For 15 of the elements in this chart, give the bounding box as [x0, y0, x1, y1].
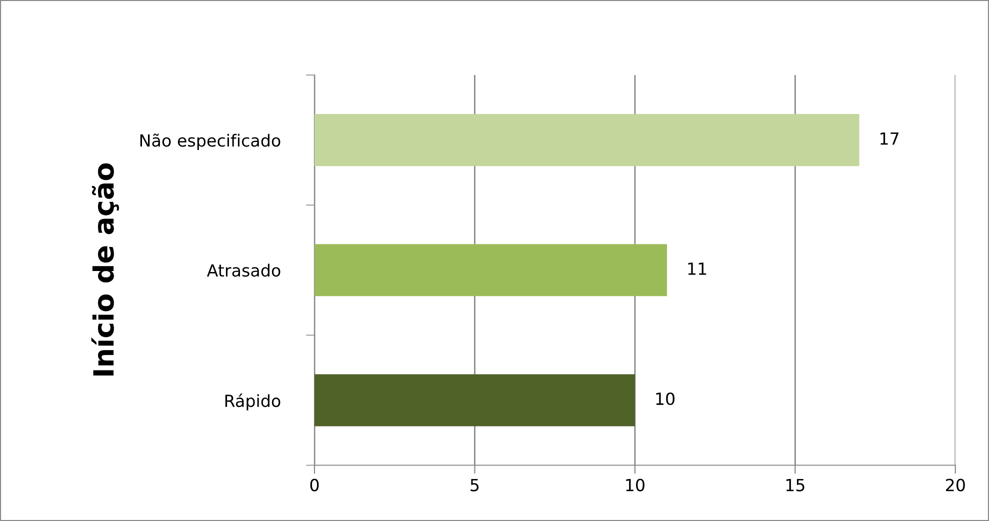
bar — [314, 114, 860, 166]
data-label: 10 — [656, 392, 674, 406]
y-tick-label: Não especificado — [140, 134, 280, 150]
x-tick-label: 5 — [470, 478, 479, 492]
y-axis-title: Início de ação — [91, 163, 119, 376]
bar — [314, 244, 667, 296]
bar — [314, 374, 635, 426]
y-tick-label: Atrasado — [206, 264, 280, 277]
x-tick-label: 10 — [626, 478, 644, 492]
x-tick-label: 0 — [310, 478, 319, 492]
data-label: 11 — [688, 262, 706, 275]
y-tick-label: Rápido — [225, 394, 280, 410]
x-tick-label: 15 — [786, 478, 804, 492]
x-tick-label: 20 — [946, 478, 965, 492]
data-label: 17 — [880, 132, 898, 145]
